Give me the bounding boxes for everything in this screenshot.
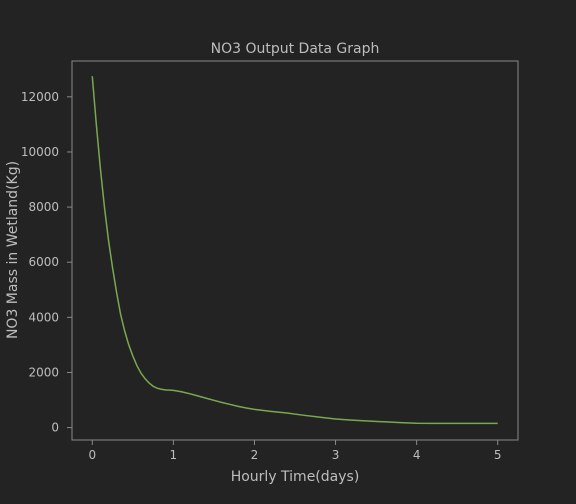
series-line — [91, 76, 498, 425]
chart-title: NO3 Output Data Graph — [211, 41, 380, 57]
x-tick-label: 3 — [332, 448, 340, 462]
x-tick-label: 0 — [88, 448, 96, 462]
plot-frame — [71, 60, 519, 441]
y-tick-label: 2000 — [28, 365, 59, 379]
y-tick-label: 0 — [51, 421, 59, 435]
y-axis: 0 2000 4000 6000 8000 10000 12000 — [21, 90, 72, 435]
y-tick-label: 8000 — [28, 200, 59, 214]
y-tick-label: 10000 — [21, 145, 59, 159]
y-axis-label: NO3 Mass in Wetland(Kg) — [5, 161, 21, 339]
x-tick-label: 1 — [170, 448, 178, 462]
x-tick-label: 2 — [251, 448, 259, 462]
x-axis-label: Hourly Time(days) — [231, 469, 360, 485]
x-axis: 0 1 2 3 4 5 — [88, 440, 502, 462]
y-tick-label: 6000 — [28, 255, 59, 269]
x-tick-label: 4 — [413, 448, 421, 462]
x-tick-label: 5 — [494, 448, 502, 462]
y-tick-label: 4000 — [28, 310, 59, 324]
y-tick-label: 12000 — [21, 90, 59, 104]
